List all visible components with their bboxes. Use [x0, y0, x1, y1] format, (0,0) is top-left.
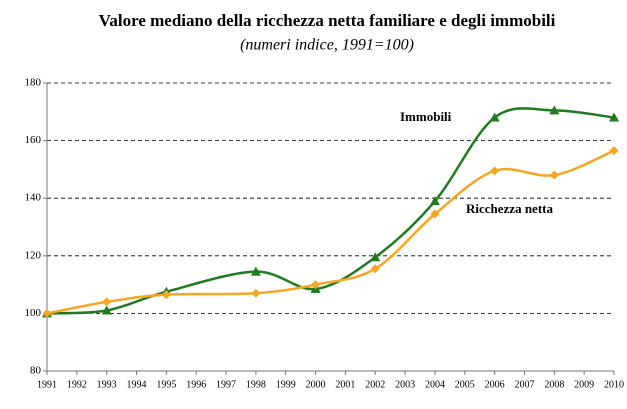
point	[490, 166, 500, 176]
x-tick-label: 2003	[395, 379, 415, 390]
x-tick-label: 2004	[425, 379, 445, 390]
x-tick-label: 2010	[604, 379, 624, 390]
x-tick-label: 2002	[365, 379, 385, 390]
x-tick-label: 2006	[485, 379, 505, 390]
x-tick-label: 1998	[246, 379, 266, 390]
x-tick-label: 2001	[335, 379, 355, 390]
x-tick-label: 2008	[544, 379, 564, 390]
point	[251, 288, 261, 298]
line	[46, 107, 615, 315]
chart-title: Valore mediano della ricchezza netta fam…	[99, 11, 556, 30]
series-label: Immobili	[400, 109, 452, 124]
point	[609, 146, 619, 156]
y-tick-label: 80	[30, 365, 42, 377]
point	[370, 264, 380, 274]
point	[250, 266, 261, 276]
y-tick-label: 120	[25, 249, 42, 261]
point	[609, 112, 619, 122]
point	[161, 290, 171, 300]
point	[429, 196, 440, 206]
x-tick-label: 2005	[455, 379, 475, 390]
y-tick-label: 160	[25, 134, 42, 146]
line	[46, 149, 615, 315]
y-tick-label: 100	[25, 307, 42, 319]
x-tick-label: 1997	[216, 379, 236, 390]
point	[549, 170, 559, 180]
point	[489, 112, 500, 122]
point	[370, 252, 381, 262]
point	[549, 105, 560, 115]
series-label: Ricchezza netta	[466, 201, 553, 216]
point	[102, 297, 112, 307]
chart-subtitle: (numeri indice, 1991=100)	[240, 37, 414, 54]
x-tick-label: 1996	[186, 379, 206, 390]
x-tick-label: 2007	[514, 379, 534, 390]
x-tick-label: 2000	[306, 379, 326, 390]
x-tick-label: 1995	[156, 379, 176, 390]
x-tick-label: 1994	[127, 379, 147, 390]
point	[311, 280, 321, 290]
y-tick-label: 180	[25, 77, 42, 89]
x-tick-label: 1999	[276, 379, 296, 390]
x-tick-label: 1992	[67, 379, 87, 390]
y-tick-label: 140	[25, 192, 42, 204]
point	[101, 305, 112, 315]
x-tick-label: 2009	[574, 379, 594, 390]
x-tick-label: 1993	[97, 379, 117, 390]
point	[430, 209, 440, 219]
point	[42, 308, 52, 318]
x-tick-label: 1991	[37, 379, 57, 390]
